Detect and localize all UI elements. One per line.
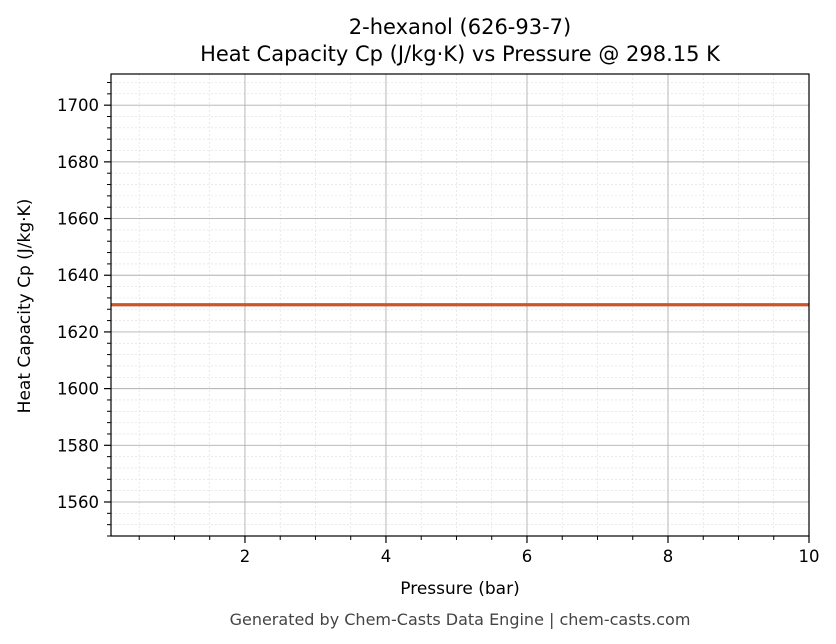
- y-axis-ticks: 1560 1580 1600 1620 1640 1660 1680 1700: [57, 82, 111, 537]
- x-axis-ticks: 2 4 6 8 10: [138, 536, 820, 566]
- x-axis-label: Pressure (bar): [400, 579, 519, 599]
- chart-title: 2-hexanol (626-93-7): [349, 15, 571, 39]
- footer-credit: Generated by Chem-Casts Data Engine | ch…: [230, 610, 691, 629]
- y-tick-label: 1580: [57, 436, 99, 455]
- x-tick-label: 4: [381, 547, 392, 566]
- plot-frame: [110, 73, 810, 537]
- x-tick-label: 10: [799, 547, 820, 566]
- y-tick-label: 1600: [57, 380, 99, 399]
- y-tick-label: 1620: [57, 323, 99, 342]
- y-tick-label: 1680: [57, 153, 99, 172]
- y-tick-label: 1640: [57, 266, 99, 285]
- y-axis-label: Heat Capacity Cp (J/kg·K): [15, 199, 35, 414]
- x-tick-label: 2: [240, 547, 251, 566]
- x-tick-label: 6: [522, 547, 533, 566]
- plot-area: 2 4 6 8 10 1560 1580 1600 1620 1640 1660 1680 1700: [57, 73, 820, 566]
- chart-subtitle: Heat Capacity Cp (J/kg·K) vs Pressure @ …: [200, 42, 721, 66]
- y-tick-label: 1560: [57, 493, 99, 512]
- y-tick-label: 1700: [57, 96, 99, 115]
- minor-grid: [111, 74, 809, 537]
- x-tick-label: 8: [663, 547, 674, 566]
- y-tick-label: 1660: [57, 210, 99, 229]
